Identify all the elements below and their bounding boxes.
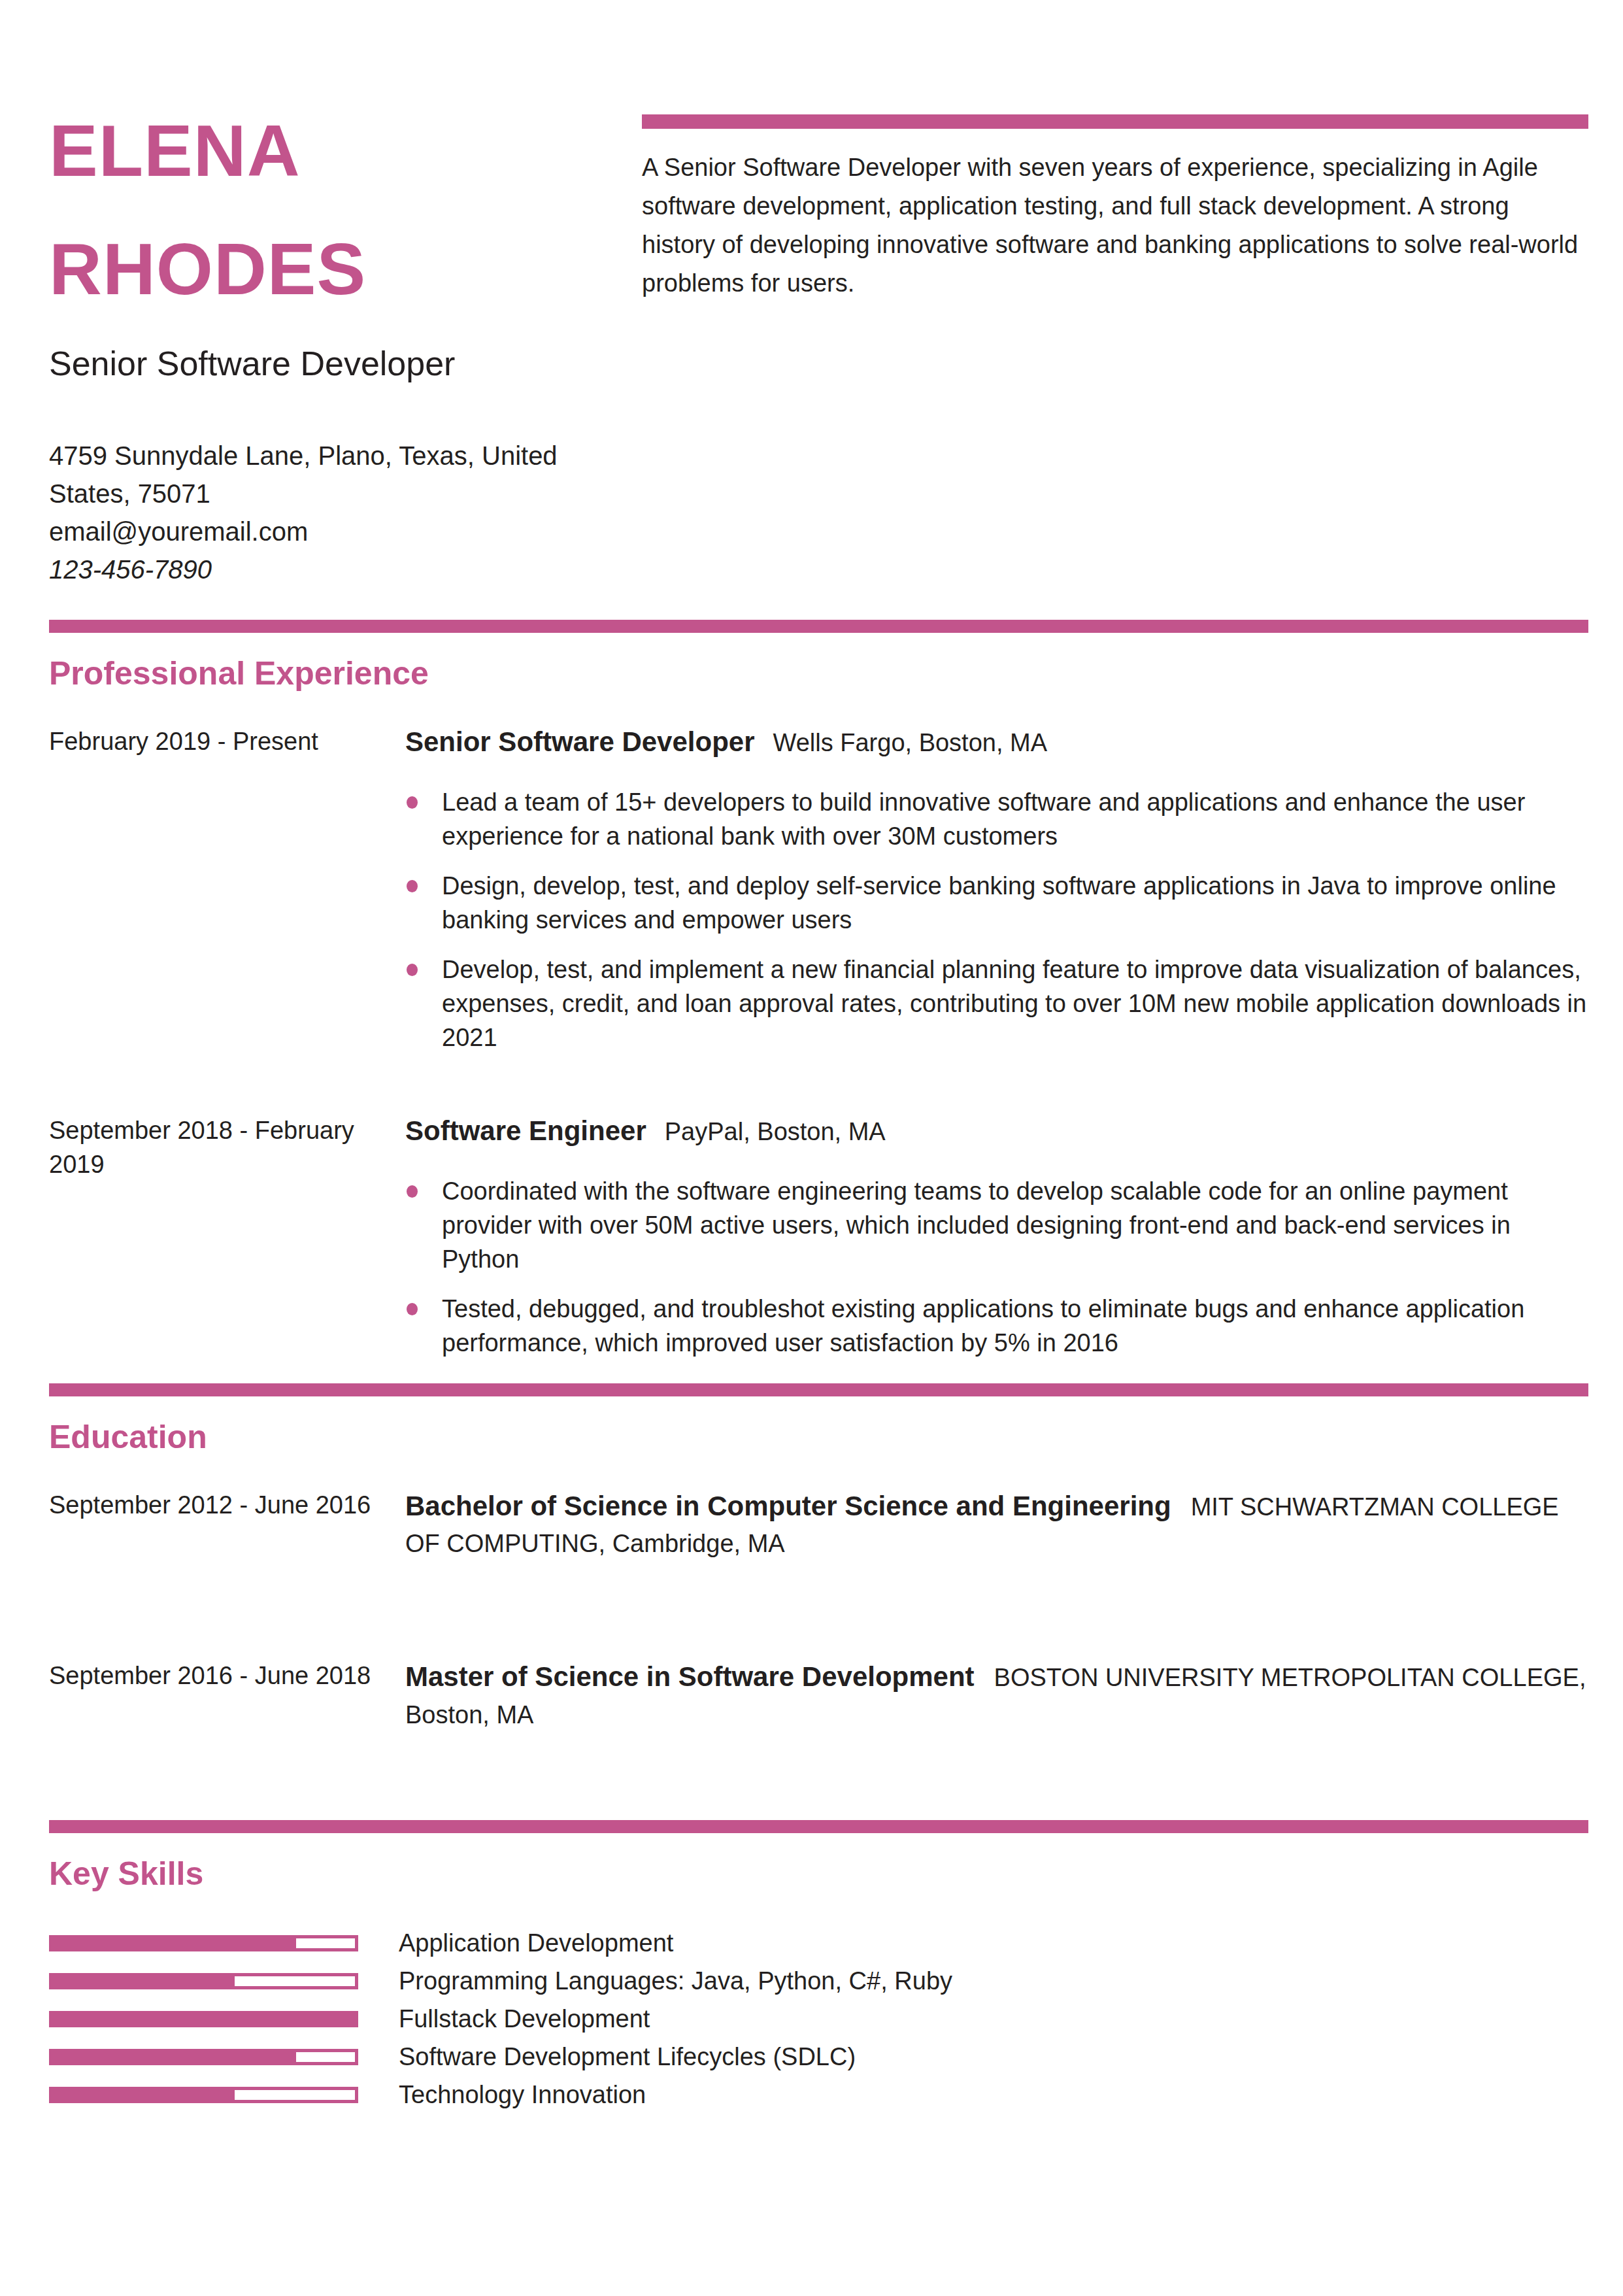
job-bullet: Design, develop, test, and deploy self-s… bbox=[405, 869, 1588, 937]
skill-level-remainder bbox=[296, 1938, 355, 1948]
degree-title: Master of Science in Software Developmen… bbox=[405, 1661, 975, 1692]
skills-list: Application Development Programming Lang… bbox=[49, 1933, 1588, 2106]
job-bullet: Develop, test, and implement a new finan… bbox=[405, 953, 1588, 1055]
education-dates: September 2012 - June 2016 bbox=[49, 1488, 405, 1562]
education-entry: September 2012 - June 2016 Bachelor of S… bbox=[49, 1488, 1588, 1562]
job-bullet-list: Lead a team of 15+ developers to build i… bbox=[405, 785, 1588, 1055]
skill-level-remainder bbox=[235, 2090, 355, 2100]
education-section: Education September 2012 - June 2016 Bac… bbox=[49, 1383, 1588, 1733]
education-rows: September 2012 - June 2016 Bachelor of S… bbox=[49, 1488, 1588, 1733]
skill-level-bar bbox=[49, 1935, 358, 1951]
skill-row: Programming Languages: Java, Python, C#,… bbox=[49, 1970, 1588, 1993]
job-title-line: Software Engineer PayPal, Boston, MA bbox=[405, 1113, 1588, 1149]
person-name-line2: RHODES bbox=[49, 210, 608, 328]
section-divider-bar bbox=[49, 620, 1588, 633]
address-line: States, 75071 bbox=[49, 475, 608, 513]
job-dates: February 2019 - Present bbox=[49, 724, 405, 1055]
degree-line: Bachelor of Science in Computer Science … bbox=[405, 1488, 1588, 1562]
skill-row: Application Development bbox=[49, 1933, 1588, 1955]
job-title: Software Engineer bbox=[405, 1115, 646, 1146]
skill-label: Software Development Lifecycles (SDLC) bbox=[399, 2042, 856, 2072]
skill-level-remainder bbox=[235, 1976, 355, 1986]
section-divider-bar bbox=[49, 1820, 1588, 1833]
skills-section: Key Skills Application Development Progr… bbox=[49, 1820, 1588, 2106]
job-company: Wells Fargo, Boston, MA bbox=[773, 729, 1048, 756]
skill-label: Application Development bbox=[399, 1929, 673, 1959]
job-bullet: Coordinated with the software engineerin… bbox=[405, 1174, 1588, 1276]
email-text: email@youremail.com bbox=[49, 513, 608, 550]
job-bullet-list: Coordinated with the software engineerin… bbox=[405, 1174, 1588, 1360]
skill-label: Technology Innovation bbox=[399, 2080, 646, 2110]
job-company: PayPal, Boston, MA bbox=[665, 1118, 886, 1145]
phone-text: 123-456-7890 bbox=[49, 550, 608, 588]
header-right-column: A Senior Software Developer with seven y… bbox=[642, 0, 1588, 620]
job-bullet: Tested, debugged, and troubleshot existi… bbox=[405, 1292, 1588, 1360]
experience-heading: Professional Experience bbox=[49, 654, 1588, 693]
experience-rows: February 2019 - Present Senior Software … bbox=[49, 724, 1588, 1360]
skill-level-bar bbox=[49, 2011, 358, 2027]
person-name-line1: ELENA bbox=[49, 92, 608, 210]
job-dates: September 2018 - February 2019 bbox=[49, 1113, 405, 1360]
job-bullet: Lead a team of 15+ developers to build i… bbox=[405, 785, 1588, 853]
address-line: 4759 Sunnydale Lane, Plano, Texas, Unite… bbox=[49, 437, 608, 475]
job-title: Senior Software Developer bbox=[405, 726, 755, 757]
job-title-line: Senior Software Developer Wells Fargo, Bo… bbox=[405, 724, 1588, 760]
experience-section: Professional Experience February 2019 - … bbox=[49, 620, 1588, 1360]
education-details: Bachelor of Science in Computer Science … bbox=[405, 1488, 1588, 1562]
skill-label: Fullstack Development bbox=[399, 2004, 650, 2034]
job-entry: February 2019 - Present Senior Software … bbox=[49, 724, 1588, 1055]
profile-summary: A Senior Software Developer with seven y… bbox=[642, 148, 1588, 303]
education-heading: Education bbox=[49, 1417, 1588, 1457]
degree-title: Bachelor of Science in Computer Science … bbox=[405, 1491, 1171, 1521]
skill-row: Fullstack Development bbox=[49, 2008, 1588, 2031]
skills-heading: Key Skills bbox=[49, 1854, 1588, 1893]
skill-row: Software Development Lifecycles (SDLC) bbox=[49, 2046, 1588, 2068]
skill-label: Programming Languages: Java, Python, C#,… bbox=[399, 1967, 952, 1997]
skill-level-remainder bbox=[296, 2052, 355, 2062]
section-divider-bar bbox=[49, 1383, 1588, 1396]
education-dates: September 2016 - June 2018 bbox=[49, 1659, 405, 1732]
header-left-column: ELENA RHODES Senior Software Developer 4… bbox=[49, 0, 608, 620]
resume-page: { "accent_color": "#c2548c", "header": {… bbox=[0, 0, 1623, 2296]
degree-line: Master of Science in Software Developmen… bbox=[405, 1659, 1588, 1732]
education-details: Master of Science in Software Developmen… bbox=[405, 1659, 1588, 1732]
education-entry: September 2016 - June 2018 Master of Sci… bbox=[49, 1659, 1588, 1732]
person-title: Senior Software Developer bbox=[49, 342, 608, 386]
skill-level-bar bbox=[49, 1973, 358, 1989]
skill-level-bar bbox=[49, 2049, 358, 2065]
header: ELENA RHODES Senior Software Developer 4… bbox=[49, 0, 1588, 620]
job-details: Software Engineer PayPal, Boston, MA Coor… bbox=[405, 1113, 1588, 1360]
summary-accent-bar bbox=[642, 114, 1588, 129]
job-details: Senior Software Developer Wells Fargo, Bo… bbox=[405, 724, 1588, 1055]
contact-block: 4759 Sunnydale Lane, Plano, Texas, Unite… bbox=[49, 437, 608, 588]
job-entry: September 2018 - February 2019 Software … bbox=[49, 1113, 1588, 1360]
person-name: ELENA RHODES bbox=[49, 92, 608, 329]
skill-level-bar bbox=[49, 2087, 358, 2103]
skill-row: Technology Innovation bbox=[49, 2084, 1588, 2106]
